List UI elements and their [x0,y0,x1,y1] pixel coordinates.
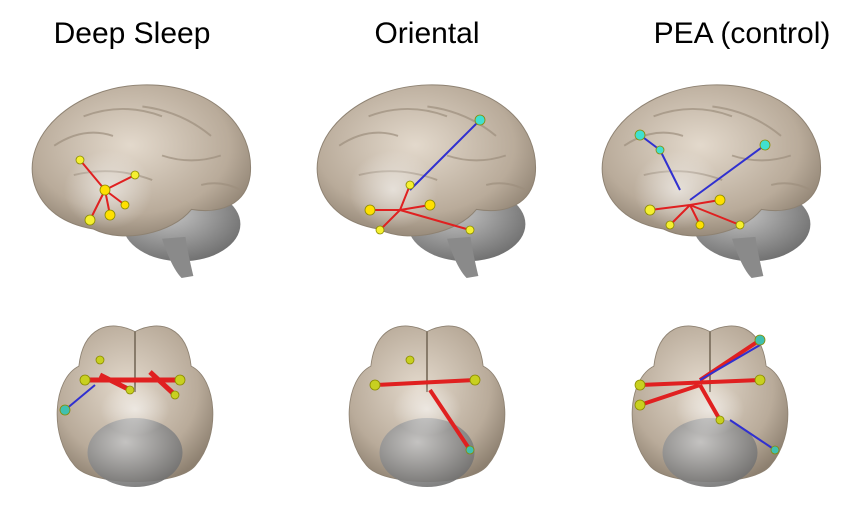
sagittal-brains [32,85,820,278]
axial-brains [57,326,788,487]
panel-title: Oriental [374,17,479,50]
figure: Deep Sleep Oriental PEA (control) [0,0,858,515]
panel-title: PEA (control) [654,17,831,50]
panel-title: Deep Sleep [54,17,211,50]
